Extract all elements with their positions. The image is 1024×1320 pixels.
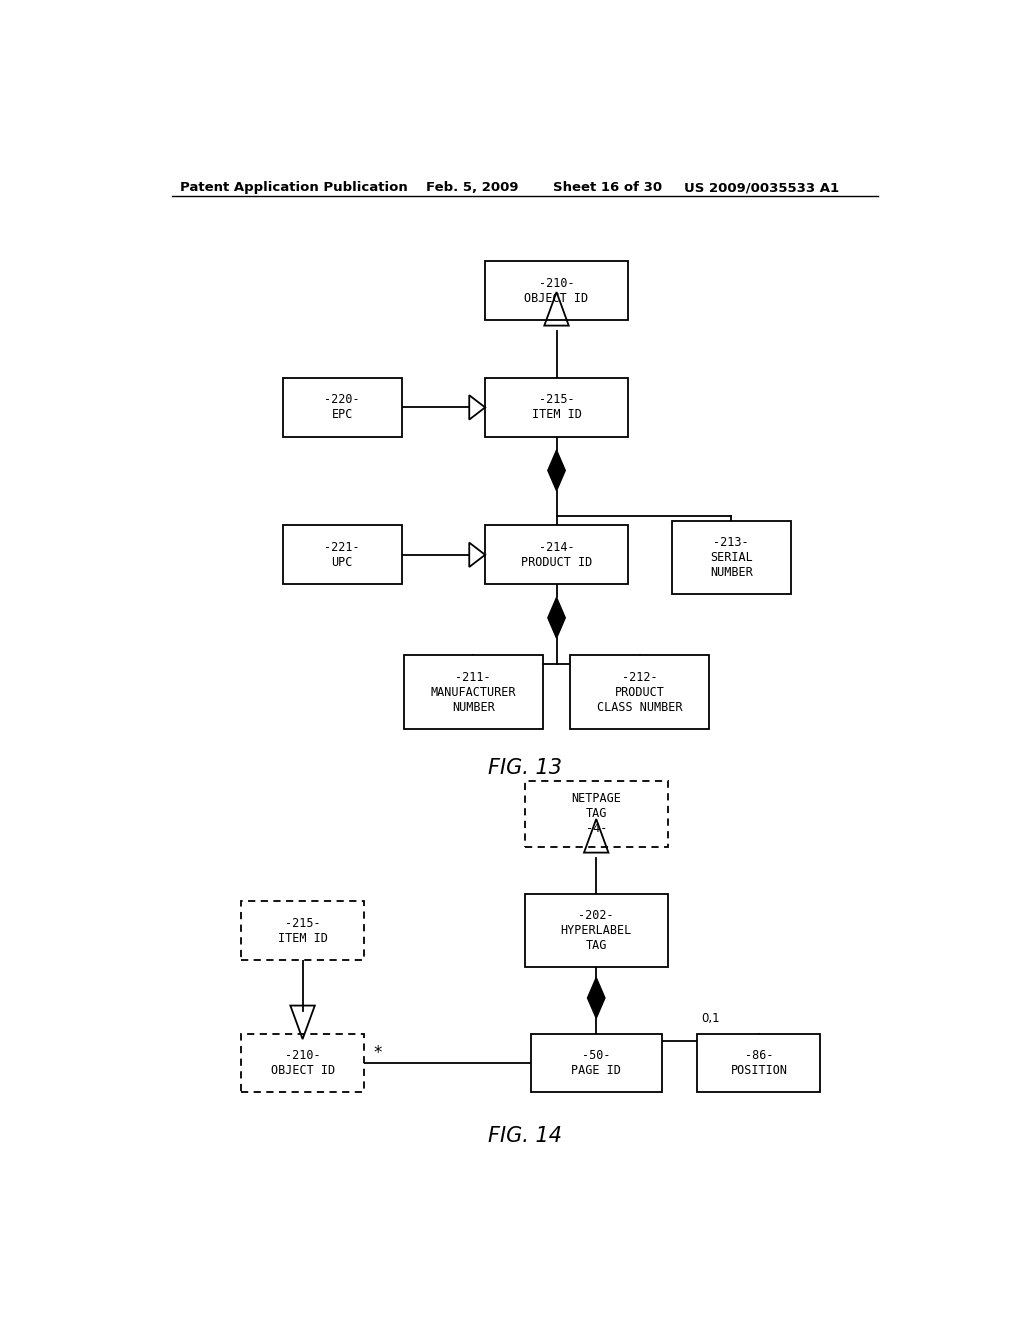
FancyBboxPatch shape (524, 894, 668, 968)
FancyBboxPatch shape (403, 656, 543, 729)
Text: -50-
PAGE ID: -50- PAGE ID (571, 1049, 622, 1077)
Text: -214-
PRODUCT ID: -214- PRODUCT ID (521, 541, 592, 569)
Text: NETPAGE
TAG
-4-: NETPAGE TAG -4- (571, 792, 622, 836)
Text: *: * (374, 1044, 382, 1061)
Text: -202-
HYPERLABEL
TAG: -202- HYPERLABEL TAG (560, 909, 632, 952)
FancyBboxPatch shape (283, 378, 401, 437)
FancyBboxPatch shape (672, 521, 791, 594)
Text: -212-
PRODUCT
CLASS NUMBER: -212- PRODUCT CLASS NUMBER (597, 671, 683, 714)
Text: -215-
ITEM ID: -215- ITEM ID (531, 393, 582, 421)
FancyBboxPatch shape (241, 1034, 365, 1093)
Text: -220-
EPC: -220- EPC (325, 393, 360, 421)
Text: -221-
UPC: -221- UPC (325, 541, 360, 569)
Polygon shape (548, 450, 565, 491)
FancyBboxPatch shape (697, 1034, 820, 1093)
Text: -210-
OBJECT ID: -210- OBJECT ID (270, 1049, 335, 1077)
Text: Sheet 16 of 30: Sheet 16 of 30 (553, 181, 662, 194)
Text: -210-
OBJECT ID: -210- OBJECT ID (524, 276, 589, 305)
Polygon shape (588, 978, 605, 1018)
FancyBboxPatch shape (241, 902, 365, 961)
FancyBboxPatch shape (485, 261, 628, 319)
Text: -213-
SERIAL
NUMBER: -213- SERIAL NUMBER (710, 536, 753, 579)
Text: -86-
POSITION: -86- POSITION (730, 1049, 787, 1077)
FancyBboxPatch shape (570, 656, 710, 729)
FancyBboxPatch shape (530, 1034, 662, 1093)
Text: FIG. 14: FIG. 14 (487, 1126, 562, 1146)
Text: -215-
ITEM ID: -215- ITEM ID (278, 917, 328, 945)
FancyBboxPatch shape (283, 525, 401, 585)
Text: FIG. 13: FIG. 13 (487, 758, 562, 779)
FancyBboxPatch shape (485, 525, 628, 585)
Text: Feb. 5, 2009: Feb. 5, 2009 (426, 181, 518, 194)
Text: 0,1: 0,1 (701, 1012, 720, 1026)
Polygon shape (548, 598, 565, 638)
FancyBboxPatch shape (485, 378, 628, 437)
Text: -211-
MANUFACTURER
NUMBER: -211- MANUFACTURER NUMBER (430, 671, 516, 714)
FancyBboxPatch shape (524, 781, 668, 847)
Text: US 2009/0035533 A1: US 2009/0035533 A1 (684, 181, 839, 194)
Text: Patent Application Publication: Patent Application Publication (179, 181, 408, 194)
